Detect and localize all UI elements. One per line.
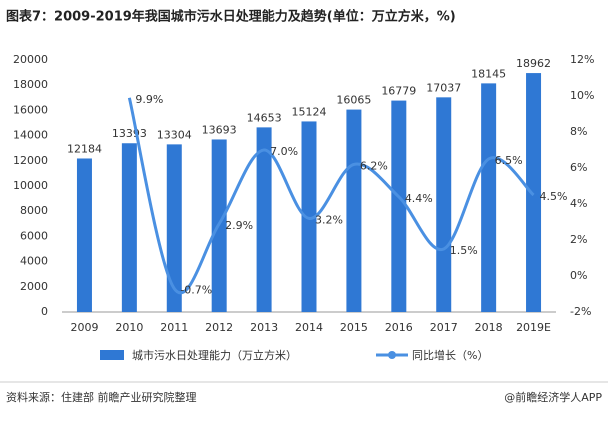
x-tick-label: 2012	[205, 321, 233, 334]
legend-label: 城市污水日处理能力（万立方米）	[132, 348, 297, 362]
line-value-label: 1.5%	[450, 244, 478, 257]
bar	[76, 158, 92, 312]
bar-value-label: 16065	[336, 94, 371, 107]
y-tick-label: 16000	[13, 103, 48, 116]
x-tick-label: 2016	[385, 321, 413, 334]
x-tick-label: 2019E	[516, 321, 551, 334]
y-tick-label: 14000	[13, 129, 48, 142]
x-tick-label: 2010	[115, 321, 143, 334]
y-tick-label: 12000	[13, 154, 48, 167]
y-tick-label: 10000	[13, 179, 48, 192]
bar-value-label: 12184	[67, 142, 102, 155]
line-value-label: 3.2%	[315, 213, 343, 226]
legend-swatch	[100, 350, 124, 360]
legend-label: 同比增长（%）	[412, 348, 488, 362]
x-tick-label: 2009	[70, 321, 98, 334]
y2-tick-label: 6%	[570, 161, 587, 174]
line-value-label: 6.5%	[495, 154, 523, 167]
y-tick-label: 8000	[20, 204, 48, 217]
legend-swatch	[388, 351, 396, 359]
y2-tick-label: -2%	[570, 305, 591, 318]
y-tick-label: 20000	[13, 53, 48, 66]
y2-tick-label: 0%	[570, 269, 587, 282]
bar-value-label: 16779	[381, 85, 416, 98]
x-tick-label: 2017	[430, 321, 458, 334]
line-value-label: 9.9%	[135, 93, 163, 106]
line-value-label: 4.5%	[540, 190, 568, 203]
bar-value-label: 13393	[112, 127, 147, 140]
bar-value-label: 13304	[157, 128, 192, 141]
bar-value-label: 18145	[471, 67, 506, 80]
bar-value-label: 17037	[426, 81, 461, 94]
bar	[121, 143, 137, 312]
bar-value-label: 18962	[516, 57, 551, 70]
bar	[436, 97, 452, 312]
bar	[526, 73, 542, 312]
y-tick-label: 18000	[13, 78, 48, 91]
y2-tick-label: 8%	[570, 125, 587, 138]
bar	[301, 121, 317, 313]
line-value-label: 2.9%	[225, 219, 253, 232]
x-tick-label: 2018	[475, 321, 503, 334]
line-value-label: 4.4%	[405, 192, 433, 205]
x-tick-label: 2013	[250, 321, 278, 334]
y2-tick-label: 10%	[570, 89, 594, 102]
x-tick-label: 2011	[160, 321, 188, 334]
y-tick-label: 4000	[20, 255, 48, 268]
y-tick-label: 2000	[20, 280, 48, 293]
bar	[166, 144, 182, 312]
bar-value-label: 13693	[202, 123, 237, 136]
brand: @前瞻经济学人APP	[504, 390, 602, 404]
line-value-label: 6.2%	[360, 159, 388, 172]
x-tick-label: 2015	[340, 321, 368, 334]
y2-tick-label: 2%	[570, 233, 587, 246]
line-value-label: 7.0%	[270, 145, 298, 158]
y2-tick-label: 4%	[570, 197, 587, 210]
source: 资料来源：住建部 前瞻产业研究院整理	[6, 390, 197, 404]
bar	[391, 100, 407, 313]
y-tick-label: 0	[41, 305, 48, 318]
y2-tick-label: 12%	[570, 53, 594, 66]
bar	[256, 127, 272, 313]
line-value-label: -0.7%	[180, 284, 212, 297]
x-tick-label: 2014	[295, 321, 323, 334]
bar-value-label: 14653	[247, 111, 282, 124]
bar	[346, 109, 362, 313]
bar	[481, 83, 497, 312]
chart-title: 图表7：2009-2019年我国城市污水日处理能力及趋势(单位：万立方米，%)	[6, 9, 456, 25]
line	[127, 97, 535, 294]
bar-value-label: 15124	[292, 105, 327, 118]
y-tick-label: 6000	[20, 229, 48, 242]
